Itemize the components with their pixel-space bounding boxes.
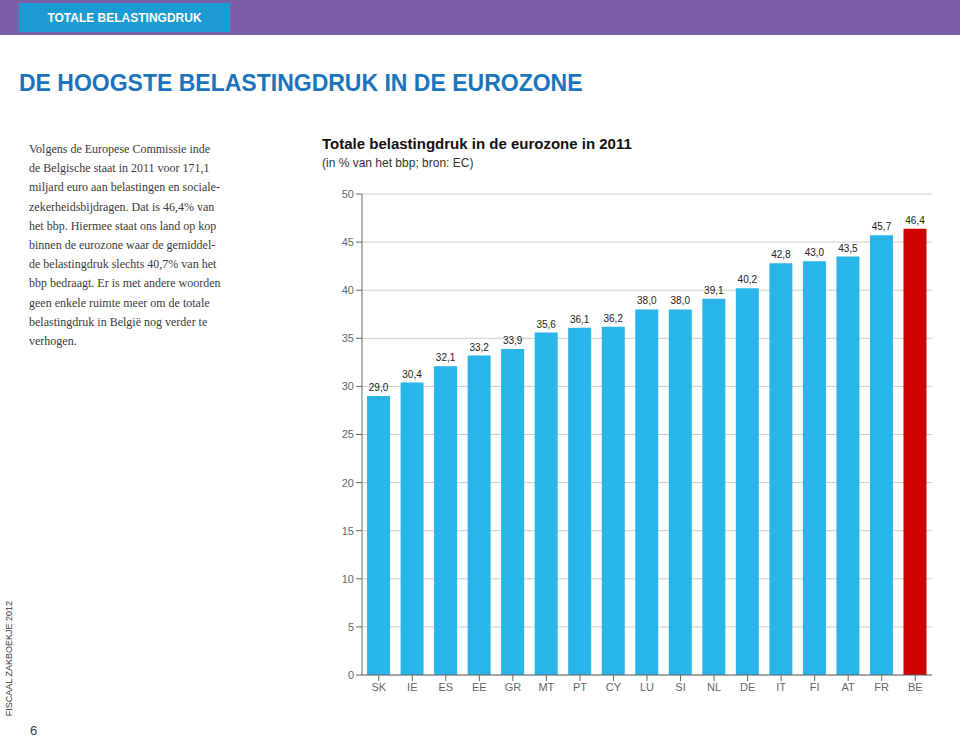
html-text:(in % van het bbp; bron: EC): (in % van het bbp; bron: EC): [322, 156, 474, 170]
svg-text:AT: AT: [842, 681, 856, 693]
svg-text:30,4: 30,4: [402, 369, 422, 380]
svg-text:38,0: 38,0: [637, 295, 657, 306]
svg-text:BE: BE: [908, 681, 923, 693]
svg-text:IT: IT: [776, 681, 786, 693]
svg-text:SI: SI: [675, 681, 685, 693]
svg-text:46,4: 46,4: [905, 215, 925, 226]
svg-text:29,0: 29,0: [369, 382, 389, 393]
svg-text:NL: NL: [707, 681, 721, 693]
svg-text:25: 25: [342, 428, 354, 440]
html-text:FISCAAL ZAKBOEKJE 2012: FISCAAL ZAKBOEKJE 2012: [4, 600, 14, 716]
svg-text:45: 45: [342, 236, 354, 248]
svg-text:30: 30: [342, 380, 354, 392]
svg-text:FI: FI: [810, 681, 820, 693]
svg-text:CY: CY: [606, 681, 622, 693]
svg-text:32,1: 32,1: [436, 352, 456, 363]
svg-text:PT: PT: [573, 681, 587, 693]
html-text:TOTALE BELASTINGDRUK: TOTALE BELASTINGDRUK: [47, 10, 202, 25]
svg-text:40: 40: [342, 284, 354, 296]
svg-text:38,0: 38,0: [671, 295, 691, 306]
svg-text:GR: GR: [505, 681, 522, 693]
html-text:6: 6: [30, 723, 38, 738]
svg-text:50: 50: [342, 188, 354, 200]
svg-text:10: 10: [342, 573, 354, 585]
svg-text:35,6: 35,6: [536, 319, 556, 330]
svg-text:43,5: 43,5: [838, 243, 858, 254]
html-text:DE HOOGSTE BELASTINGDRUK IN DE: DE HOOGSTE BELASTINGDRUK IN DE EUROZONE: [19, 70, 583, 96]
svg-text:IE: IE: [407, 681, 417, 693]
svg-text:LU: LU: [640, 681, 654, 693]
svg-text:DE: DE: [740, 681, 755, 693]
svg-text:SK: SK: [371, 681, 386, 693]
svg-text:45,7: 45,7: [872, 221, 892, 232]
svg-text:EE: EE: [472, 681, 487, 693]
svg-text:39,1: 39,1: [704, 285, 724, 296]
svg-text:FR: FR: [874, 681, 889, 693]
svg-text:43,0: 43,0: [805, 247, 825, 258]
html-text:Totale belastingdruk in de eur: Totale belastingdruk in de eurozone in 2…: [322, 135, 632, 152]
svg-text:40,2: 40,2: [738, 274, 758, 285]
svg-text:42,8: 42,8: [771, 249, 791, 260]
svg-text:15: 15: [342, 525, 354, 537]
svg-text:33,9: 33,9: [503, 335, 523, 346]
html-text:Volgens de Europese Commissie: Volgens de Europese Commissie inde de Be…: [29, 142, 221, 348]
svg-text:36,1: 36,1: [570, 314, 590, 325]
svg-text:ES: ES: [438, 681, 453, 693]
svg-text:0: 0: [348, 669, 354, 681]
svg-text:33,2: 33,2: [469, 342, 489, 353]
svg-text:5: 5: [348, 621, 354, 633]
svg-text:36,2: 36,2: [604, 313, 624, 324]
svg-text:MT: MT: [538, 681, 554, 693]
svg-text:20: 20: [342, 477, 354, 489]
svg-text:35: 35: [342, 332, 354, 344]
